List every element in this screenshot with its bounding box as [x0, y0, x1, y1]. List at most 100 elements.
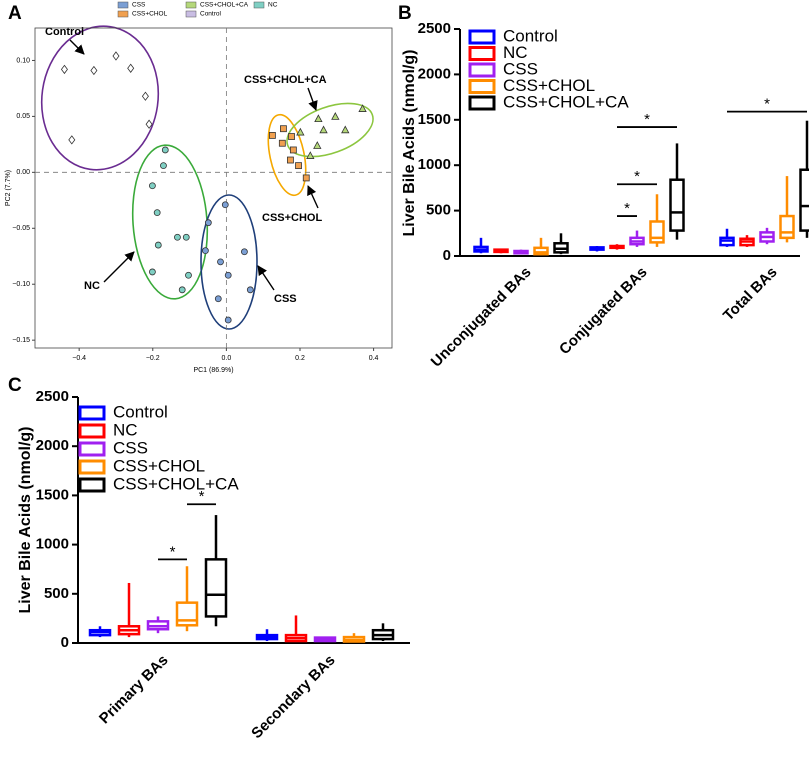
legend-label: CSS	[113, 438, 148, 457]
point	[178, 286, 186, 294]
point	[295, 162, 302, 170]
point	[160, 162, 167, 170]
y-axis-label: PC2 (7.7%)	[5, 170, 12, 206]
arrow	[69, 39, 85, 55]
legend-swatch	[185, 1, 197, 9]
point	[331, 112, 340, 120]
legend-swatch	[117, 10, 129, 18]
ellipse-css	[200, 194, 258, 330]
legend-label: NC	[268, 2, 278, 9]
x-tick-label: 0.4	[369, 355, 379, 362]
point	[306, 151, 315, 159]
legend-swatch	[468, 46, 496, 61]
ellipse-nc	[131, 144, 209, 300]
point	[141, 91, 149, 101]
x-tick-label: Conjugated BAs	[556, 264, 651, 359]
point	[145, 119, 153, 129]
y-tick-label: 0.00	[16, 169, 30, 176]
x-tick-label: 0.0	[222, 355, 232, 362]
point	[280, 125, 287, 133]
ellipse-control	[40, 25, 160, 171]
legend-label: CSS	[503, 59, 538, 78]
legend-label: CSS+CHOL	[132, 11, 168, 18]
legend-swatch	[253, 1, 265, 9]
point	[174, 233, 181, 241]
cluster-ellipses	[40, 25, 374, 330]
point	[224, 271, 232, 279]
box	[533, 246, 549, 256]
box	[204, 558, 228, 618]
y-tick-label: 500	[426, 202, 451, 219]
point	[341, 125, 350, 134]
point	[60, 64, 68, 75]
legend-label: CSS	[132, 2, 146, 9]
x-tick-label: −0.2	[146, 355, 160, 362]
legend-swatch	[185, 10, 197, 18]
significance-label: *	[170, 543, 176, 560]
point	[154, 241, 162, 249]
significance-label: *	[634, 168, 640, 185]
point	[313, 141, 322, 149]
point	[204, 219, 212, 227]
point	[214, 295, 222, 303]
point	[161, 146, 169, 154]
x-tick-label: Primary BAs	[96, 652, 172, 728]
point	[112, 51, 120, 61]
annotation: Control	[45, 26, 84, 38]
panel-letter: C	[8, 375, 22, 396]
x-tick-label: Total BAs	[720, 264, 781, 325]
x-axis-label: PC1 (86.9%)	[193, 367, 233, 374]
arrow	[103, 251, 135, 283]
box	[669, 178, 685, 232]
annotation: CSS+CHOL	[262, 212, 322, 224]
y-tick-label: 0.05	[16, 113, 30, 120]
point	[185, 271, 192, 279]
arrow	[257, 265, 275, 291]
point	[241, 248, 248, 256]
legend-label: CSS+CHOL	[113, 456, 205, 475]
x-tick-label: −0.4	[72, 355, 86, 362]
point	[127, 63, 135, 73]
significance-label: *	[644, 111, 650, 128]
y-tick-label: 2500	[36, 388, 69, 405]
point	[278, 139, 286, 147]
panel-letter: B	[398, 3, 412, 24]
y-tick-label: 1000	[418, 156, 451, 173]
point	[302, 174, 310, 182]
legend-label: NC	[113, 420, 138, 439]
point	[287, 156, 294, 164]
y-tick-label: 500	[44, 585, 69, 602]
arrow	[307, 185, 319, 209]
significance-label: *	[624, 200, 630, 217]
legend-swatch	[468, 62, 496, 78]
x-tick-label: 0.2	[295, 355, 305, 362]
legend-swatch	[468, 29, 496, 45]
legend-label: Control	[113, 402, 168, 421]
point	[268, 132, 276, 139]
legend-label: Control	[200, 11, 222, 18]
y-tick-label: 1000	[36, 536, 69, 553]
legend-label: CSS+CHOL	[503, 76, 595, 95]
y-tick-label: 0.10	[16, 57, 30, 64]
arrow	[307, 87, 318, 111]
y-tick-label: −0.05	[12, 225, 30, 232]
legend-label: CSS+CHOL+CA	[113, 474, 239, 493]
significance-label: *	[199, 488, 205, 505]
x-tick-label: Secondary BAs	[248, 652, 338, 742]
legend-label: CSS+CHOL+CA	[200, 2, 249, 9]
point	[288, 133, 295, 140]
legend-swatch	[78, 405, 106, 421]
arrows	[69, 39, 319, 291]
point	[90, 65, 98, 76]
y-tick-label: 0	[61, 634, 69, 651]
annotation: NC	[84, 280, 100, 292]
legend-swatch	[117, 1, 129, 9]
legend-swatch	[468, 95, 496, 111]
significance-label: *	[764, 96, 770, 113]
x-tick-label: Unconjugated BAs	[428, 264, 535, 371]
legend-swatch	[468, 79, 496, 94]
box	[799, 168, 809, 232]
y-tick-label: −0.15	[12, 337, 30, 344]
y-tick-label: 0	[443, 247, 451, 264]
